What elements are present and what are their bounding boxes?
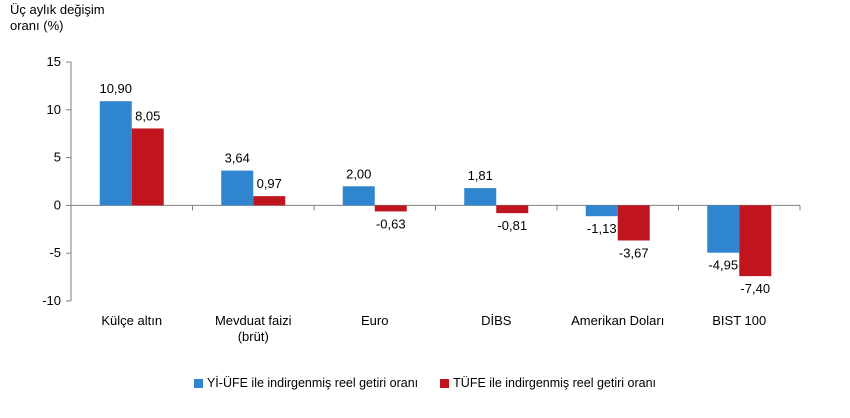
bar-series-2 bbox=[253, 196, 286, 206]
bar-series-1 bbox=[342, 186, 375, 206]
bar-series-1 bbox=[585, 205, 618, 217]
data-label-series-2: 8,05 bbox=[135, 108, 160, 123]
x-category-label: Euro bbox=[361, 313, 388, 328]
bar-series-1 bbox=[464, 188, 497, 206]
bar-series-2 bbox=[131, 128, 164, 206]
x-category-label: Amerikan Doları bbox=[571, 313, 664, 328]
y-tick-label: -5 bbox=[49, 245, 61, 260]
y-tick-label: 0 bbox=[54, 197, 61, 212]
x-category-label: BIST 100 bbox=[712, 313, 766, 328]
y-tick-label: -10 bbox=[42, 293, 61, 308]
data-label-series-1: 2,00 bbox=[346, 166, 371, 181]
data-label-series-2: -3,67 bbox=[619, 245, 649, 260]
legend: Yİ-ÜFE ile indirgenmiş reel getiri oranı… bbox=[0, 376, 850, 390]
bar-series-1 bbox=[99, 101, 132, 206]
y-axis-title-line-1: Üç aylık değişim bbox=[10, 2, 105, 17]
bar-series-2 bbox=[496, 205, 529, 214]
bar-series-2 bbox=[374, 205, 407, 212]
data-label-series-2: -7,40 bbox=[740, 281, 770, 296]
y-tick-label: 15 bbox=[47, 54, 61, 69]
y-tick-label: 5 bbox=[54, 150, 61, 165]
legend-item-series-2: TÜFE ile indirgenmiş reel getiri oranı bbox=[440, 376, 656, 390]
legend-swatch-series-2 bbox=[440, 378, 450, 388]
bar-series-2 bbox=[739, 205, 772, 277]
legend-swatch-series-1 bbox=[193, 378, 203, 388]
data-label-series-2: -0,81 bbox=[497, 218, 527, 233]
bar-series-1 bbox=[221, 170, 254, 206]
x-category-label: DİBS bbox=[481, 313, 512, 328]
data-label-series-1: 10,90 bbox=[99, 81, 132, 96]
x-category-label: Külçe altın bbox=[101, 313, 162, 328]
bar-series-1 bbox=[707, 205, 740, 253]
legend-label-series-1: Yİ-ÜFE ile indirgenmiş reel getiri oranı bbox=[206, 376, 419, 390]
legend-label-series-2: TÜFE ile indirgenmiş reel getiri oranı bbox=[453, 376, 657, 390]
x-category-label: Mevduat faizi bbox=[215, 313, 292, 328]
data-label-series-1: 1,81 bbox=[468, 168, 493, 183]
legend-item-series-1: Yİ-ÜFE ile indirgenmiş reel getiri oranı bbox=[193, 376, 419, 390]
data-label-series-1: 3,64 bbox=[225, 151, 250, 166]
data-label-series-1: -4,95 bbox=[708, 258, 738, 273]
bar-series-2 bbox=[617, 205, 650, 241]
y-tick-label: 10 bbox=[47, 102, 61, 117]
data-label-series-2: 0,97 bbox=[257, 176, 282, 191]
data-label-series-1: -1,13 bbox=[587, 221, 617, 236]
data-label-series-2: -0,63 bbox=[376, 216, 406, 231]
x-category-label: (brüt) bbox=[238, 329, 269, 344]
y-axis-title-line-2: oranı (%) bbox=[10, 18, 64, 33]
